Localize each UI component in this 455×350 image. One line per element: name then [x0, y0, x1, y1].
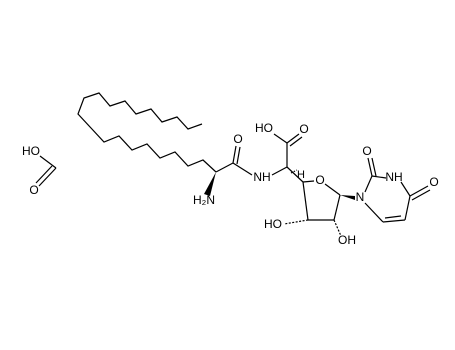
atom-label: O [362, 144, 371, 158]
atom-label: H₂N [193, 193, 215, 207]
atom-label: O [299, 122, 308, 136]
atom-label: O [429, 175, 438, 189]
atom-label: HO [22, 144, 40, 158]
atom-label: H [297, 169, 305, 181]
atom-label: NH [253, 170, 270, 184]
atom-label: O [315, 173, 324, 187]
atom-label: OH [338, 233, 356, 247]
atom-label: HO [264, 217, 282, 231]
atom-label: NH [385, 170, 402, 184]
bonds [35, 92, 431, 237]
atom-label: O [29, 183, 38, 197]
atom-label: HO [255, 121, 273, 135]
atom-label: O [233, 132, 242, 146]
atom-label: N [356, 190, 365, 204]
wedge [204, 172, 216, 196]
wedge [340, 195, 355, 200]
atom-labels: HO O H₂N O NH HO O H O HO OH N O NH O [22, 121, 439, 247]
